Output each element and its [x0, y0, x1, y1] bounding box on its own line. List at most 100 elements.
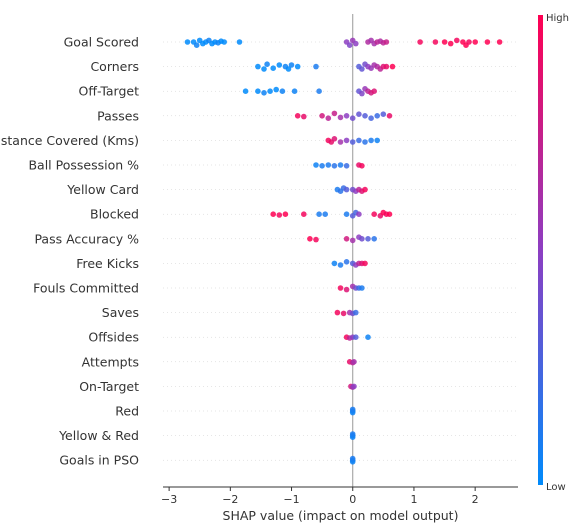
shap-point [337, 162, 344, 168]
shap-point [356, 137, 362, 144]
shap-point [261, 66, 267, 72]
feature-label: Off-Target [79, 84, 140, 99]
shap-point [383, 63, 390, 70]
shap-point [432, 39, 439, 45]
feature-label: Pass Accuracy % [34, 231, 139, 246]
shap-point [351, 359, 357, 365]
shap-point [331, 110, 338, 117]
shap-point [294, 63, 301, 70]
shap-point [359, 90, 365, 97]
shap-point [349, 115, 356, 121]
shap-point [276, 62, 283, 68]
shap-point [343, 113, 350, 119]
shap-point [386, 113, 393, 119]
shap-point [325, 162, 332, 168]
shap-point [349, 455, 356, 462]
shap-point [351, 383, 357, 390]
shap-point [334, 309, 341, 316]
shap-point [301, 211, 307, 217]
shap-point [353, 40, 359, 47]
shap-point [356, 111, 362, 117]
shap-point [349, 237, 356, 244]
x-tick-label: −1 [283, 493, 299, 506]
colorbar-low-label: Low [546, 482, 566, 493]
shap-point [319, 163, 325, 169]
shap-point [184, 39, 191, 45]
x-tick-label: 1 [410, 493, 417, 506]
shap-point [353, 309, 359, 316]
shap-point [343, 286, 350, 293]
shap-point [359, 285, 365, 291]
shap-point [368, 115, 374, 121]
shap-points [184, 37, 503, 465]
shap-point [371, 236, 378, 242]
shap-point [288, 62, 295, 68]
shap-point [441, 39, 448, 45]
shap-point [343, 236, 350, 242]
shap-point [359, 236, 365, 242]
shap-point [316, 211, 322, 217]
shap-point [270, 211, 277, 217]
shap-point [261, 90, 267, 96]
shap-point [349, 406, 356, 413]
shap-point [346, 42, 353, 48]
feature-label: Yellow Card [66, 182, 139, 197]
shap-point [484, 39, 491, 45]
shap-point [294, 113, 301, 119]
x-tick-label: −2 [222, 493, 238, 506]
feature-label: Yellow & Red [58, 428, 139, 443]
colorbar-gradient [538, 15, 543, 485]
shap-point [313, 236, 319, 243]
shap-point [389, 63, 396, 70]
feature-label: Passes [97, 108, 139, 123]
shap-point [472, 39, 479, 45]
shap-point [362, 139, 368, 145]
shap-point [343, 259, 350, 265]
shap-point [255, 63, 261, 70]
shap-point [349, 431, 356, 437]
x-axis-ticks: −3 −2 −1 0 1 2 [161, 487, 479, 506]
shap-point [343, 186, 350, 193]
shap-point [349, 139, 356, 145]
shap-point [242, 88, 249, 94]
shap-point [279, 88, 286, 94]
feature-row-lines [163, 41, 518, 461]
feature-label: Attempts [82, 354, 139, 369]
shap-point [276, 212, 283, 218]
shap-point [359, 163, 365, 169]
shap-point [301, 113, 307, 120]
shap-point [331, 163, 338, 169]
feature-labels: Goal Scored Corners Off-Target Passes Distan… [0, 35, 139, 468]
shap-point [454, 37, 460, 44]
shap-point [193, 42, 200, 48]
feature-label: Blocked [90, 207, 139, 222]
feature-label: Corners [90, 59, 139, 74]
shap-point [322, 211, 329, 217]
shap-point [343, 211, 350, 217]
shap-point [331, 260, 338, 267]
shap-point [291, 88, 298, 94]
feature-label: On-Target [79, 379, 139, 394]
shap-point [313, 162, 319, 168]
feature-label: Goal Scored [64, 35, 139, 50]
colorbar-high-label: High [546, 13, 569, 24]
shap-point [371, 88, 378, 94]
shap-point [337, 285, 344, 291]
shap-point [359, 66, 365, 72]
shap-point [374, 113, 381, 119]
shap-point [337, 262, 344, 268]
shap-point [337, 114, 344, 121]
shap-point [337, 139, 344, 145]
shap-point [270, 65, 277, 71]
shap-point [221, 39, 227, 45]
shap-point [331, 136, 338, 142]
shap-point [380, 111, 387, 117]
shap-point [447, 40, 454, 47]
shap-point [285, 66, 292, 72]
x-tick-label: 0 [349, 493, 356, 506]
shap-point [368, 137, 374, 144]
feature-label: Offsides [88, 330, 139, 345]
shap-point [417, 39, 423, 45]
shap-point [282, 211, 289, 217]
shap-point [365, 334, 371, 341]
